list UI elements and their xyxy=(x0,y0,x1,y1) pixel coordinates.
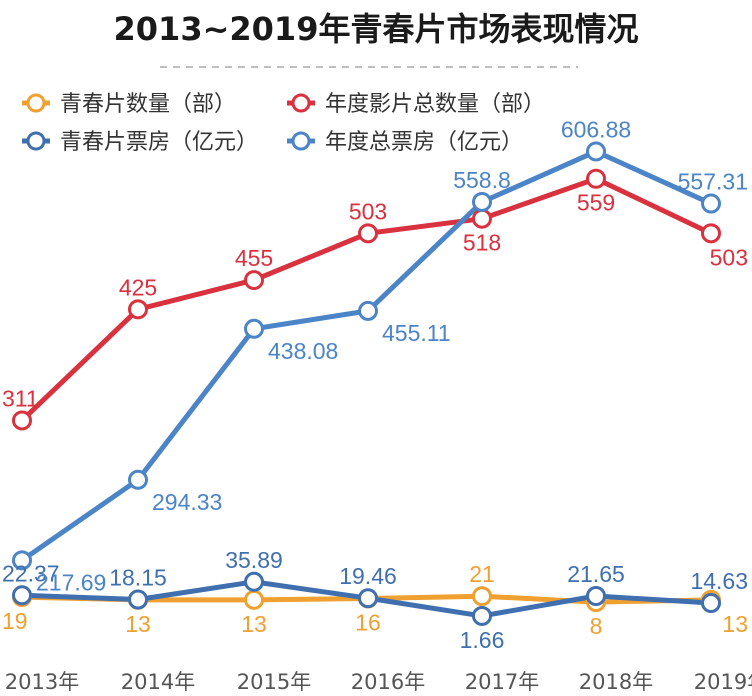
data-label: 35.89 xyxy=(225,547,283,573)
chart-title: 2013~2019年青春片市场表现情况 xyxy=(113,10,639,48)
data-label: 557.31 xyxy=(678,169,748,195)
data-point xyxy=(128,589,148,610)
data-label: 1.66 xyxy=(460,627,505,653)
data-label: 518 xyxy=(463,230,501,256)
data-label: 16 xyxy=(355,609,381,635)
data-label: 21 xyxy=(469,561,495,587)
data-point xyxy=(128,469,148,490)
data-label: 503 xyxy=(349,198,387,224)
data-point xyxy=(12,410,32,431)
data-label: 21.65 xyxy=(567,561,625,587)
data-point xyxy=(472,208,492,229)
data-point xyxy=(586,141,606,162)
data-markers xyxy=(12,141,721,626)
legend-swatch-marker xyxy=(291,131,311,151)
data-point xyxy=(12,585,32,606)
data-point xyxy=(701,193,721,214)
x-axis: 2013年 2014年 2015年 2016年 2017年 2018年 2019年 xyxy=(5,670,752,694)
data-label: 18.15 xyxy=(109,564,167,590)
legend: 青春片数量（部） 年度影片总数量（部） 青春片票房（亿元） 年度总票房（亿元） xyxy=(22,92,545,155)
data-point xyxy=(244,589,264,610)
data-point xyxy=(472,605,492,626)
data-label: 13 xyxy=(241,611,267,637)
legend-entry: 年度影片总数量（部） xyxy=(325,92,545,117)
data-label: 455.11 xyxy=(382,320,451,346)
data-labels: 19 13 13 16 21 8 13 22.37 18.15 35.89 19.46 1.66 21.… xyxy=(2,116,748,652)
data-label: 425 xyxy=(119,274,157,300)
data-label: 311 xyxy=(2,385,39,411)
data-label: 455 xyxy=(235,245,273,271)
data-point xyxy=(358,223,378,244)
data-point xyxy=(472,191,492,212)
legend-swatch-marker xyxy=(26,93,46,113)
data-point xyxy=(128,299,148,320)
legend-swatch-marker xyxy=(291,93,311,113)
data-label: 19.46 xyxy=(339,563,397,589)
legend-entry: 青春片数量（部） xyxy=(60,92,236,117)
data-point xyxy=(358,588,378,609)
data-point xyxy=(12,550,32,571)
legend-entry: 年度总票房（亿元） xyxy=(325,130,523,155)
data-label: 22.37 xyxy=(2,560,60,586)
x-tick-label: 2014年 xyxy=(121,670,195,694)
data-label: 606.88 xyxy=(561,116,631,142)
data-label: 8 xyxy=(590,613,603,639)
data-point xyxy=(586,586,606,607)
data-point xyxy=(701,223,721,244)
data-label: 13 xyxy=(125,611,151,637)
data-point xyxy=(586,168,606,189)
data-point xyxy=(358,300,378,321)
data-point xyxy=(244,571,264,592)
x-tick-label: 2018年 xyxy=(579,670,653,694)
data-label: 438.08 xyxy=(268,338,338,364)
x-tick-label: 2019年 xyxy=(694,670,752,694)
data-label: 217.69 xyxy=(36,569,106,595)
data-label: 503 xyxy=(710,244,748,270)
data-label: 294.33 xyxy=(152,489,222,515)
x-tick-label: 2015年 xyxy=(237,670,311,694)
data-label: 13 xyxy=(722,611,748,637)
x-tick-label: 2016年 xyxy=(351,670,425,694)
data-label: 559 xyxy=(577,190,615,216)
data-point xyxy=(244,270,264,291)
x-tick-label: 2017年 xyxy=(465,670,539,694)
legend-entry: 青春片票房（亿元） xyxy=(60,130,258,155)
data-label: 14.63 xyxy=(690,568,748,594)
data-label: 558.8 xyxy=(453,167,511,193)
x-tick-label: 2013年 xyxy=(5,670,79,694)
data-point xyxy=(244,318,264,339)
data-label: 19 xyxy=(2,608,28,634)
data-point xyxy=(472,586,492,607)
legend-swatch-marker xyxy=(26,131,46,151)
data-point xyxy=(701,593,721,614)
